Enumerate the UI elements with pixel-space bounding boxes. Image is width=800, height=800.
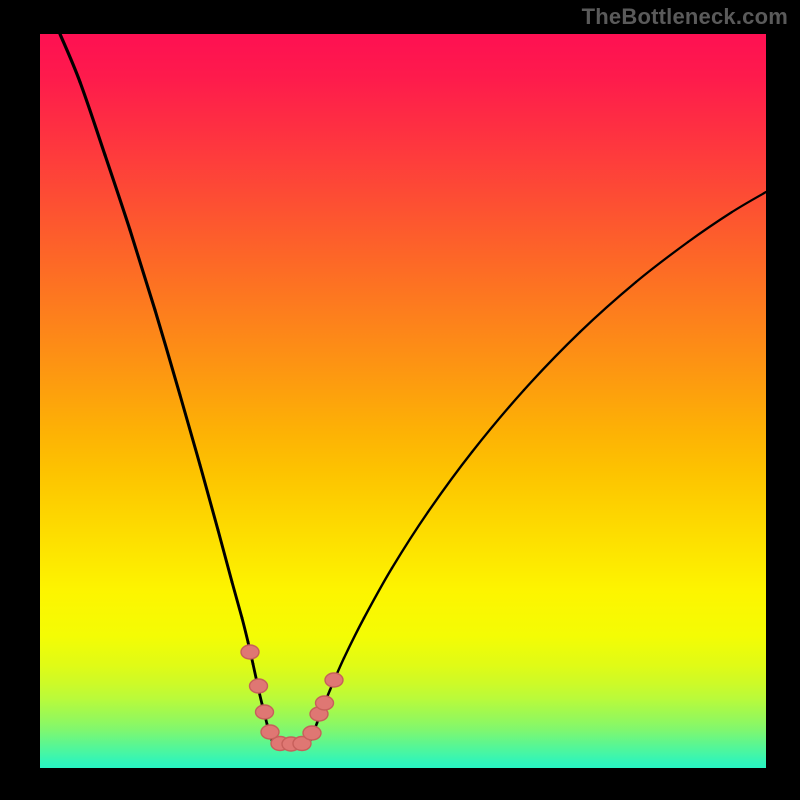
marker-left <box>250 679 268 693</box>
marker-left <box>261 725 279 739</box>
bottleneck-chart <box>0 0 800 800</box>
marker-right <box>303 726 321 740</box>
marker-right <box>316 696 334 710</box>
gradient-background <box>40 34 766 768</box>
watermark-text: TheBottleneck.com <box>582 4 788 30</box>
marker-left <box>256 705 274 719</box>
marker-right <box>325 673 343 687</box>
marker-left <box>241 645 259 659</box>
canvas: TheBottleneck.com <box>0 0 800 800</box>
